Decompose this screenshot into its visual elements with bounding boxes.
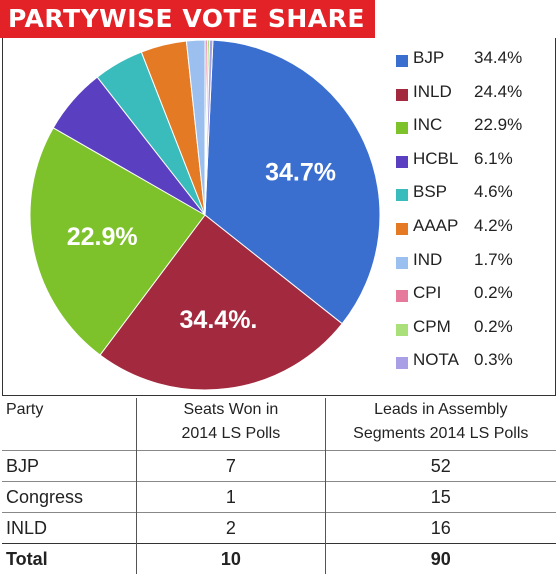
pie-label-inc: 22.9% [67,223,138,251]
legend-name: BJP [413,48,445,67]
legend-value: 4.6% [474,182,513,202]
seats-header-line2: 2014 LS Polls [181,425,281,442]
pie-slice-inc [29,127,206,356]
legend-swatch [396,189,408,202]
legend-value: 1.7% [474,249,513,269]
legend-swatch [396,256,408,269]
legend-item-nota: NOTA 0.3% [396,350,556,380]
party-cell: Congress [2,481,138,513]
leads-cell: 16 [325,512,556,544]
title-banner: PARTYWISE VOTE SHARE [0,0,375,38]
legend-item-cpi: CPI 0.2% [396,283,556,313]
legend-item-bjp: BJP 34.4% [396,48,556,78]
party-header: Party [2,398,138,451]
pie-chart: 34.7% 34.4%. 22.9% [29,39,381,391]
legend-item-bsp: BSP 4.6% [396,182,556,212]
leads-header-line1: Leads in Assembly [374,401,508,418]
pie-label-bjp: 34.7% [265,158,336,186]
legend-swatch [396,357,408,370]
seats-cell: 2 [136,512,326,544]
legend-swatch [396,323,408,336]
legend-name: CPM [413,316,451,336]
pie-slice-nota [204,39,214,216]
legend-swatch [396,155,408,168]
legend-swatch [396,55,408,67]
legend-value: 6.1% [474,148,513,168]
pie-slice-bjp [204,39,381,325]
legend-value: 0.2% [474,283,513,303]
legend-name: INC [413,115,443,135]
seats-header-line1: Seats Won in [183,401,279,418]
table-total-row: Total 10 90 [2,543,556,574]
leads-header-line2: Segments 2014 LS Polls [353,425,529,442]
legend-name: IND [413,249,443,269]
leads-cell: 52 [325,450,556,482]
legend-value: 0.3% [474,350,513,370]
chart-title: PARTYWISE VOTE SHARE [8,4,365,33]
results-table: Party Seats Won in 2014 LS Polls Leads i… [2,398,556,574]
seats-header: Seats Won in 2014 LS Polls [136,398,326,451]
legend-item-inc: INC 22.9% [396,115,556,145]
legend-name: INLD [413,81,452,101]
legend-value: 0.2% [474,316,513,336]
legend-value: 24.4% [474,81,523,101]
leads-cell: 15 [325,481,556,513]
total-label: Total [2,543,138,574]
legend-value: 4.2% [474,216,513,235]
legend-name: CPI [413,283,442,303]
party-cell: BJP [2,450,138,482]
table-row: Congress 1 15 [2,481,556,513]
total-seats: 10 [136,543,326,574]
leads-header: Leads in Assembly Segments 2014 LS Polls [325,398,556,451]
legend-item-hcbl: HCBL 6.1% [396,149,556,179]
legend-item-cpm: CPM 0.2% [396,317,556,347]
legend-value: 34.4% [474,48,523,67]
legend-swatch [396,122,408,135]
table-header-row: Party Seats Won in 2014 LS Polls Leads i… [2,398,556,451]
chart-frame [2,38,556,396]
legend-swatch [396,88,408,101]
legend-name: BSP [413,182,448,202]
party-cell: INLD [2,512,138,544]
total-leads: 90 [325,543,556,574]
legend-item-ind: IND 1.7% [396,250,556,280]
pie-label-inld: 34.4%. [180,306,258,334]
legend-name: HCBL [413,148,459,168]
legend-value: 22.9% [474,115,523,135]
table-row: BJP 7 52 [2,450,556,482]
legend-name: AAAP [413,216,459,235]
legend-swatch [396,290,408,303]
seats-cell: 7 [136,450,326,482]
pie-slice-inld [99,214,343,391]
legend-item-aaap: AAAP 4.2% [396,216,556,246]
legend-swatch [396,223,408,235]
seats-cell: 1 [136,481,326,513]
table-row: INLD 2 16 [2,512,556,544]
legend-item-inld: INLD 24.4% [396,82,556,112]
legend-name: NOTA [413,350,459,370]
